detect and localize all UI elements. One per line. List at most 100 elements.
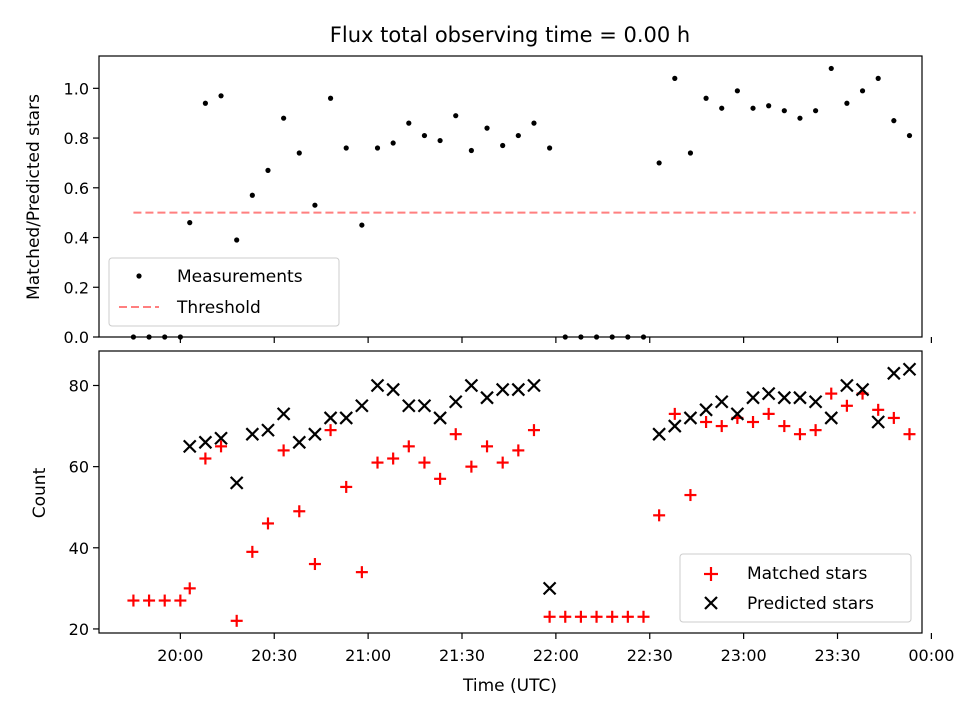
measurement-point xyxy=(437,137,443,144)
matched-star-point xyxy=(277,444,290,457)
predicted-star-point xyxy=(308,427,322,441)
predicted-star-point xyxy=(761,386,776,401)
matched-star-point xyxy=(387,452,400,465)
measurement-point xyxy=(672,75,678,81)
bottom-legend: Matched stars Predicted stars xyxy=(679,553,912,623)
bottom-y-tick-label: 60 xyxy=(69,458,89,477)
measurement-point xyxy=(500,142,506,149)
matched-star-point xyxy=(762,407,775,420)
predicted-star-point xyxy=(871,415,885,429)
predicted-star-point xyxy=(542,581,557,596)
matched-star-point xyxy=(903,428,916,441)
top-legend: Measurements Threshold xyxy=(108,257,340,327)
top-panel: Matched/Predicted stars 0.0 0.2 0.4 0.6 0.8 1… xyxy=(24,55,932,347)
top-x-ticks xyxy=(179,337,932,343)
matched-star-point xyxy=(293,505,306,518)
measurement-point xyxy=(296,150,302,156)
predicted-star-point xyxy=(339,411,353,425)
matched-star-point xyxy=(434,472,447,485)
predicted-star-point xyxy=(323,411,338,425)
matched-star-point xyxy=(559,610,572,623)
predicted-star-point xyxy=(699,403,713,417)
matched-star-point xyxy=(825,387,838,400)
predicted-star-point xyxy=(495,382,510,397)
measurement-point xyxy=(202,100,208,106)
measurement-point xyxy=(359,222,365,228)
measurement-point xyxy=(343,145,349,151)
predicted-star-point xyxy=(229,476,244,490)
measurement-point xyxy=(797,115,803,121)
matched-star-point xyxy=(715,420,728,433)
measurement-point xyxy=(734,88,740,94)
predicted-star-point xyxy=(433,411,447,425)
predicted-star-point xyxy=(464,378,479,393)
measurement-point xyxy=(234,237,240,243)
legend-predicted-label: Predicted stars xyxy=(747,594,874,614)
bottom-x-tick-label: 21:30 xyxy=(439,646,485,665)
top-legend-box xyxy=(108,257,340,327)
matched-star-point xyxy=(324,424,337,437)
matched-star-point xyxy=(340,480,353,493)
matched-star-point xyxy=(574,610,587,623)
bottom-plot-frame xyxy=(98,350,923,634)
measurement-point xyxy=(828,65,834,72)
measurement-point xyxy=(813,108,819,114)
measurement-point xyxy=(766,103,772,109)
bottom-x-tick-label: 22:00 xyxy=(533,646,579,665)
measurement-point xyxy=(218,93,224,99)
matched-star-point xyxy=(809,424,822,437)
legend-predicted-marker xyxy=(704,596,718,610)
top-plot-frame xyxy=(98,55,923,338)
bottom-x-ticks: 20:00 20:30 21:00 21:30 22:00 22:30 23:00 23:30… xyxy=(157,633,954,665)
measurement-point xyxy=(547,145,553,151)
matched-star-point xyxy=(496,456,509,469)
legend-measurements-marker xyxy=(136,273,142,279)
matched-star-point xyxy=(668,407,681,420)
bottom-y-tick-label: 80 xyxy=(69,376,89,395)
measurement-point xyxy=(656,160,662,166)
predicted-star-point xyxy=(386,382,400,397)
matched-stars-series xyxy=(127,387,916,627)
predicted-star-point xyxy=(370,378,385,393)
predicted-star-point xyxy=(198,435,213,450)
predicted-star-point xyxy=(683,411,698,425)
predicted-star-point xyxy=(840,378,854,393)
matched-star-point xyxy=(261,517,274,530)
bottom-x-tick-label: 20:00 xyxy=(157,646,203,665)
measurement-point xyxy=(844,100,850,106)
predicted-stars-series xyxy=(182,362,917,596)
measurement-point xyxy=(781,108,787,114)
predicted-star-point xyxy=(511,382,526,397)
matched-star-point xyxy=(543,610,556,623)
predicted-star-point xyxy=(902,362,917,377)
matched-star-point xyxy=(308,558,321,571)
bottom-x-tick-label: 23:00 xyxy=(721,646,767,665)
measurement-point xyxy=(421,132,428,139)
predicted-star-point xyxy=(793,390,807,405)
legend-measurements-label: Measurements xyxy=(177,267,303,287)
predicted-star-point xyxy=(730,407,745,421)
measurement-point xyxy=(265,167,271,173)
predicted-star-point xyxy=(355,398,369,413)
matched-star-point xyxy=(371,456,384,469)
measurement-point xyxy=(312,202,318,208)
matched-star-point xyxy=(793,428,806,441)
bottom-x-tick-label: 23:30 xyxy=(814,646,860,665)
predicted-star-point xyxy=(261,423,275,437)
bottom-panel: Count 20 40 60 80 20:00 20:30 21:00 21:30 22:00… xyxy=(30,350,954,696)
predicted-star-point xyxy=(855,382,870,397)
matched-star-point xyxy=(700,416,713,429)
legend-matched-label: Matched stars xyxy=(747,564,867,584)
predicted-star-point xyxy=(824,411,839,425)
predicted-star-point xyxy=(746,390,760,405)
top-y-tick-label: 0.4 xyxy=(64,229,89,248)
measurement-point xyxy=(891,118,897,124)
predicted-star-point xyxy=(276,407,291,421)
predicted-star-point xyxy=(652,427,666,441)
measurement-point xyxy=(906,132,913,139)
matched-star-point xyxy=(684,489,697,502)
measurement-point xyxy=(187,220,193,226)
legend-threshold-label: Threshold xyxy=(176,298,261,318)
matched-star-point xyxy=(127,594,140,607)
